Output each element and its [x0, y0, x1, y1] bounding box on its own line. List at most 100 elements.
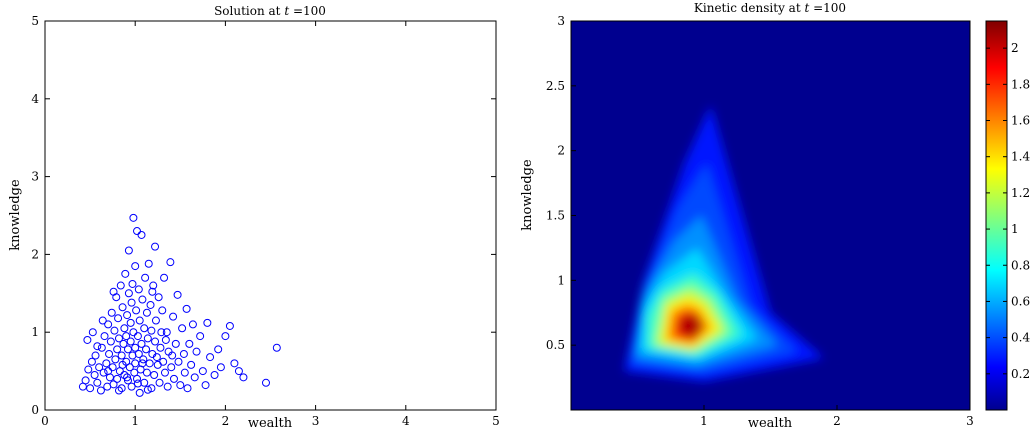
- scatter-point: [133, 374, 142, 383]
- scatter-xtick-label: 1: [131, 414, 139, 428]
- colorbar-tick-label: 0.2: [1011, 367, 1030, 381]
- scatter-point: [234, 367, 243, 376]
- scatter-point: [149, 281, 158, 290]
- heatmap-xtick-label: 2: [833, 414, 841, 428]
- scatter-point: [154, 293, 163, 302]
- scatter-point: [145, 359, 154, 368]
- scatter-point: [131, 359, 140, 368]
- scatter-point: [203, 318, 212, 327]
- scatter-point: [140, 324, 149, 333]
- scatter-point: [132, 306, 141, 315]
- scatter-point: [134, 349, 143, 358]
- colorbar-tick-label: 1.4: [1011, 150, 1030, 164]
- scatter-point: [114, 314, 123, 323]
- scatter-point: [102, 359, 111, 368]
- scatter-point: [180, 368, 189, 377]
- scatter-points: [78, 213, 281, 397]
- scatter-point: [135, 316, 144, 325]
- scatter-ticks: 0 1 2 3 4 5 0 1 2 3 4 5: [31, 14, 499, 428]
- scatter-point: [133, 227, 142, 236]
- scatter-point: [119, 339, 128, 348]
- scatter-point: [185, 339, 194, 348]
- scatter-point: [138, 295, 147, 304]
- scatter-point: [151, 316, 160, 325]
- scatter-point: [108, 363, 117, 372]
- scatter-point: [106, 337, 115, 346]
- scatter-point: [90, 370, 99, 379]
- scatter-point: [127, 382, 136, 391]
- scatter-point: [183, 384, 192, 393]
- scatter-point: [117, 384, 126, 393]
- scatter-point: [118, 303, 127, 312]
- colorbar-tick-label: 1.2: [1011, 186, 1030, 200]
- scatter-point: [118, 360, 127, 369]
- scatter-xtick-label: 0: [41, 414, 49, 428]
- scatter-point: [187, 360, 196, 369]
- scatter-point: [142, 308, 151, 317]
- scatter-point: [157, 328, 166, 337]
- scatter-point: [141, 273, 150, 282]
- scatter-point: [239, 373, 248, 382]
- scatter-ylabel: knowledge: [8, 179, 23, 251]
- scatter-point: [117, 351, 126, 360]
- scatter-point: [151, 337, 160, 346]
- scatter-title: Solution at t =100: [214, 4, 326, 18]
- scatter-point: [121, 269, 130, 278]
- scatter-point: [198, 367, 207, 376]
- scatter-point: [174, 357, 183, 366]
- scatter-point: [124, 246, 133, 255]
- scatter-point: [126, 337, 135, 346]
- scatter-point: [126, 318, 135, 327]
- scatter-point: [104, 320, 113, 329]
- scatter-point: [196, 332, 205, 341]
- scatter-point: [88, 328, 97, 337]
- scatter-point: [134, 285, 143, 294]
- scatter-point: [129, 213, 138, 222]
- scatter-plot-frame: [44, 20, 497, 411]
- scatter-ytick-label: 5: [31, 14, 39, 28]
- scatter-point: [97, 343, 106, 352]
- scatter-point: [151, 242, 160, 251]
- colorbar-tick-label: 2: [1011, 41, 1019, 55]
- heatmap-xtick-label: 3: [966, 414, 974, 428]
- heatmap-ticks: 1 2 3 0.5 1 1.5 2 2.5 3: [546, 14, 974, 428]
- scatter-point: [158, 306, 167, 315]
- scatter-point: [122, 332, 131, 341]
- scatter-point: [86, 384, 95, 393]
- scatter-point: [124, 289, 133, 298]
- scatter-point: [98, 316, 107, 325]
- scatter-ytick-label: 1: [31, 325, 39, 339]
- scatter-ytick-label: 2: [31, 247, 39, 261]
- scatter-point: [182, 304, 191, 313]
- scatter-point: [138, 359, 147, 368]
- scatter-point: [137, 339, 146, 348]
- heatmap-title: Kinetic density at t =100: [694, 1, 846, 15]
- scatter-point: [201, 381, 210, 390]
- scatter-point: [192, 347, 201, 356]
- scatter-point: [147, 384, 156, 393]
- scatter-point: [143, 334, 152, 343]
- scatter-point: [84, 365, 93, 374]
- scatter-ytick-label: 4: [31, 92, 39, 106]
- scatter-point: [179, 349, 188, 358]
- scatter-xlabel: wealth: [248, 416, 293, 431]
- scatter-xtick-label: 5: [492, 414, 500, 428]
- scatter-point: [133, 379, 142, 388]
- scatter-point: [163, 382, 172, 391]
- scatter-point: [173, 290, 182, 299]
- scatter-point: [111, 355, 120, 364]
- scatter-point: [131, 343, 140, 352]
- colorbar: [985, 20, 1008, 411]
- scatter-point: [176, 381, 185, 390]
- scatter-point: [230, 359, 239, 368]
- scatter-point: [142, 345, 151, 354]
- scatter-point: [188, 320, 197, 329]
- colorbar-ticks: 0.2 0.4 0.6 0.8 1 1.2 1.4 1.6 1.8 2: [986, 41, 1030, 381]
- scatter-point: [123, 345, 132, 354]
- heatmap-ylabel: knowledge: [520, 159, 535, 231]
- scatter-point: [133, 332, 142, 341]
- heatmap-ytick-label: 1.5: [546, 209, 565, 223]
- scatter-point: [169, 374, 178, 383]
- density-peak: [678, 314, 703, 338]
- scatter-point: [140, 378, 149, 387]
